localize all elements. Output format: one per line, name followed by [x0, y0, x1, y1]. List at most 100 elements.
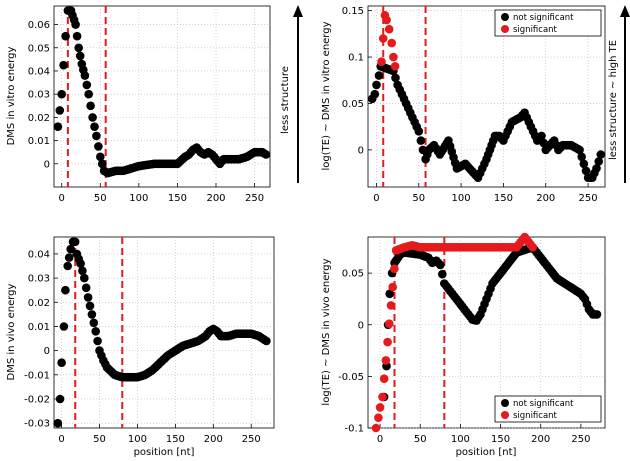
data-point: [80, 273, 89, 283]
y-tick-label: 0.05: [342, 99, 364, 110]
axes-frame: [53, 236, 275, 429]
y-tick-label: 0.03: [28, 90, 50, 101]
data-point: [262, 336, 271, 346]
data-point: [57, 358, 66, 368]
legend: not significant significant: [494, 395, 602, 423]
data-point: [74, 43, 83, 53]
data-point: [88, 113, 97, 122]
x-tick-label: 250: [242, 434, 261, 445]
data-point-significant: [378, 34, 388, 43]
data-point-significant: [389, 52, 398, 62]
data-point: [575, 145, 584, 155]
data-point-significant: [384, 24, 394, 34]
axes-frame: [367, 236, 606, 429]
data-point: [261, 150, 271, 159]
x-tick-label: 150: [491, 434, 510, 445]
x-axis-label: position [nt]: [134, 447, 195, 458]
legend-marker-not-significant: [501, 399, 509, 407]
data-point: [59, 60, 68, 70]
x-tick-label: 150: [494, 193, 513, 204]
y-axis-label: DMS in vitro energy: [6, 47, 17, 146]
data-point: [55, 394, 65, 404]
y-tick-label: -0.02: [24, 394, 50, 405]
data-point: [83, 293, 93, 302]
data-point: [72, 31, 82, 41]
data-point: [61, 31, 70, 41]
data-point: [372, 80, 381, 90]
legend: not significant significant: [494, 9, 602, 37]
y-tick-label: -0.1: [344, 424, 364, 435]
data-point: [70, 237, 80, 247]
data-point: [89, 318, 99, 328]
x-tick-label: 100: [451, 434, 470, 445]
data-point: [53, 122, 63, 131]
data-point-significant: [378, 392, 387, 402]
data-point: [55, 106, 65, 115]
y-tick-label: 0: [44, 159, 50, 170]
x-tick-label: 0: [58, 434, 64, 445]
legend-marker-not-significant: [501, 13, 509, 21]
data-point: [438, 269, 447, 279]
y-tick-label: 0.05: [28, 43, 50, 54]
x-tick-label: 0: [59, 193, 65, 204]
data-point: [97, 159, 107, 169]
data-point-significant: [374, 413, 383, 423]
legend-box: [494, 9, 602, 37]
axes-frame: [53, 5, 271, 188]
x-tick-label: 100: [452, 193, 471, 204]
data-point-significant: [381, 356, 391, 365]
x-tick-label: 150: [168, 193, 187, 204]
x-tick-label: 0: [377, 434, 383, 445]
data-point: [592, 310, 602, 319]
data-point: [385, 289, 395, 299]
y-tick-label: 0: [358, 320, 364, 331]
data-point: [391, 73, 400, 83]
data-point: [53, 418, 63, 428]
data-point: [92, 131, 101, 141]
legend-label-significant: significant: [513, 411, 558, 421]
data-point: [416, 136, 426, 145]
y-tick-label: 0.15: [342, 6, 364, 17]
y-tick-label: -0.01: [24, 370, 50, 381]
x-tick-label: 50: [414, 434, 427, 445]
data-point-significant: [385, 319, 394, 329]
panel-dms-in-vivo: 0 50 100 150 200 250 -0.03 -0.02 -0.01 0 0.01 0.02 0…: [6, 236, 275, 458]
panel-dms-in-vitro: 0 50 100 150 200 250 0 0.01 0.02 0.03 0.04 0.05 0.06…: [6, 5, 271, 204]
data-point: [370, 89, 380, 99]
y-tick-label: 0.01: [28, 322, 50, 333]
x-tick-label: 100: [128, 434, 147, 445]
data-point-significant: [377, 57, 386, 66]
data-point: [78, 266, 87, 276]
x-tick-label: 200: [204, 434, 223, 445]
data-point: [61, 285, 70, 295]
legend-label-not-significant: not significant: [513, 13, 574, 23]
y-tick-label: 0.02: [28, 298, 50, 309]
data-point: [82, 80, 92, 90]
legend-label-not-significant: not significant: [513, 399, 574, 409]
data-point: [87, 310, 97, 319]
data-point: [596, 150, 606, 159]
data-point-significant: [371, 423, 381, 433]
y-tick-label: 0.03: [28, 274, 50, 285]
y-tick-label: 0.1: [348, 53, 364, 64]
y-tick-label: 0.01: [28, 136, 50, 147]
x-tick-label: 200: [531, 434, 550, 445]
data-point: [581, 166, 591, 176]
data-point: [91, 327, 100, 336]
data-point: [57, 89, 66, 99]
data-point-significant: [383, 337, 392, 347]
left-side-annotation: less structure: [280, 5, 303, 183]
data-point-significant: [386, 301, 396, 310]
x-tick-label: 250: [579, 193, 598, 204]
panel-te-vs-dms-in-vitro: 0 50 100 150 200 250 0 0.05 0.1 0.15 log(TE) ~ DM…: [321, 5, 606, 204]
data-point-significant: [387, 38, 397, 48]
data-point-significant: [375, 403, 385, 412]
data-point: [81, 283, 91, 293]
x-tick-label: 250: [245, 193, 264, 204]
data-point: [59, 322, 69, 331]
data-point: [90, 122, 99, 131]
data-point: [85, 301, 95, 311]
y-tick-label: 0.04: [28, 66, 50, 77]
panel-te-vs-dms-in-vivo: 0 50 100 150 200 250 -0.1 -0.05 0 0.05 log(TE) ~ …: [321, 232, 606, 458]
